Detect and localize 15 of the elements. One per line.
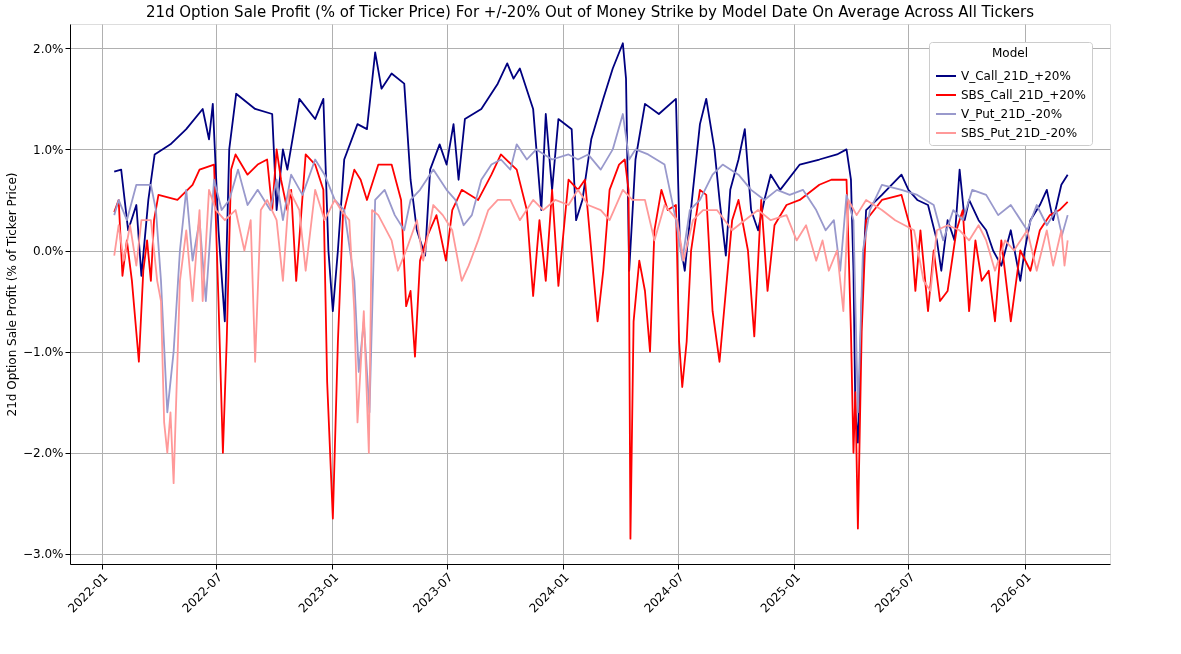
y-tick-label: −3.0%: [22, 547, 64, 562]
legend-label: V_Put_21D_-20%: [961, 107, 1063, 121]
chart-title: 21d Option Sale Profit (% of Ticker Price) For +/-20% Out of Money Strike by Model Date On Average Across All Tickers: [145, 3, 1035, 21]
legend-label: SBS_Put_21D_-20%: [961, 126, 1078, 140]
y-tick-label: 1.0%: [33, 142, 64, 157]
y-tick-label: −2.0%: [22, 446, 64, 461]
y-axis-title: 21d Option Sale Profit (% of Ticker Price): [4, 172, 19, 417]
legend-title: Model: [991, 46, 1029, 60]
line-series: [113, 148, 1069, 540]
legend-label: SBS_Call_21D_+20%: [961, 88, 1086, 102]
line-series: [113, 188, 1069, 484]
y-tick-label: 0.0%: [33, 244, 64, 259]
y-tick-label: 2.0%: [33, 41, 64, 56]
legend-label: V_Call_21D_+20%: [961, 69, 1071, 83]
y-tick-label: −1.0%: [22, 345, 64, 360]
